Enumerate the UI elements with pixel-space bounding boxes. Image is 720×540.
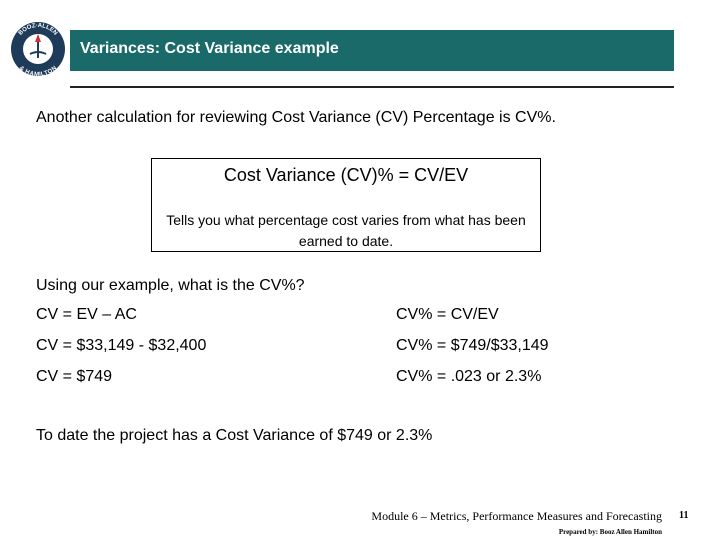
footer-prepared: Prepared by: Booz Allen Hamilton (558, 528, 662, 536)
row-right: CV% = CV/EV (396, 306, 499, 323)
header-title: Variances: Cost Variance example (80, 40, 339, 57)
row-right: CV% = $749/$33,149 (396, 337, 549, 354)
page-number: 11 (679, 510, 689, 521)
footer-module: Module 6 – Metrics, Performance Measures… (371, 509, 662, 523)
row-left: CV = EV – AC (36, 306, 137, 323)
header-bar (70, 30, 674, 71)
definition-box: Cost Variance (CV)% = CV/EV Tells you wh… (151, 158, 541, 252)
conclusion: To date the project has a Cost Variance … (36, 427, 433, 444)
logo: BOOZ·ALLEN & HAMILTON (11, 22, 65, 78)
intro: Another calculation for reviewing Cost V… (36, 109, 556, 126)
description: Tells you what percentage cost varies fr… (166, 212, 526, 249)
header-rule (70, 86, 674, 88)
formula: Cost Variance (CV)% = CV/EV (223, 165, 469, 185)
row-right: CV% = .023 or 2.3% (396, 368, 542, 385)
question: Using our example, what is the CV%? (36, 277, 305, 294)
row-left: CV = $749 (36, 368, 113, 385)
row-left: CV = $33,149 - $32,400 (36, 337, 207, 354)
